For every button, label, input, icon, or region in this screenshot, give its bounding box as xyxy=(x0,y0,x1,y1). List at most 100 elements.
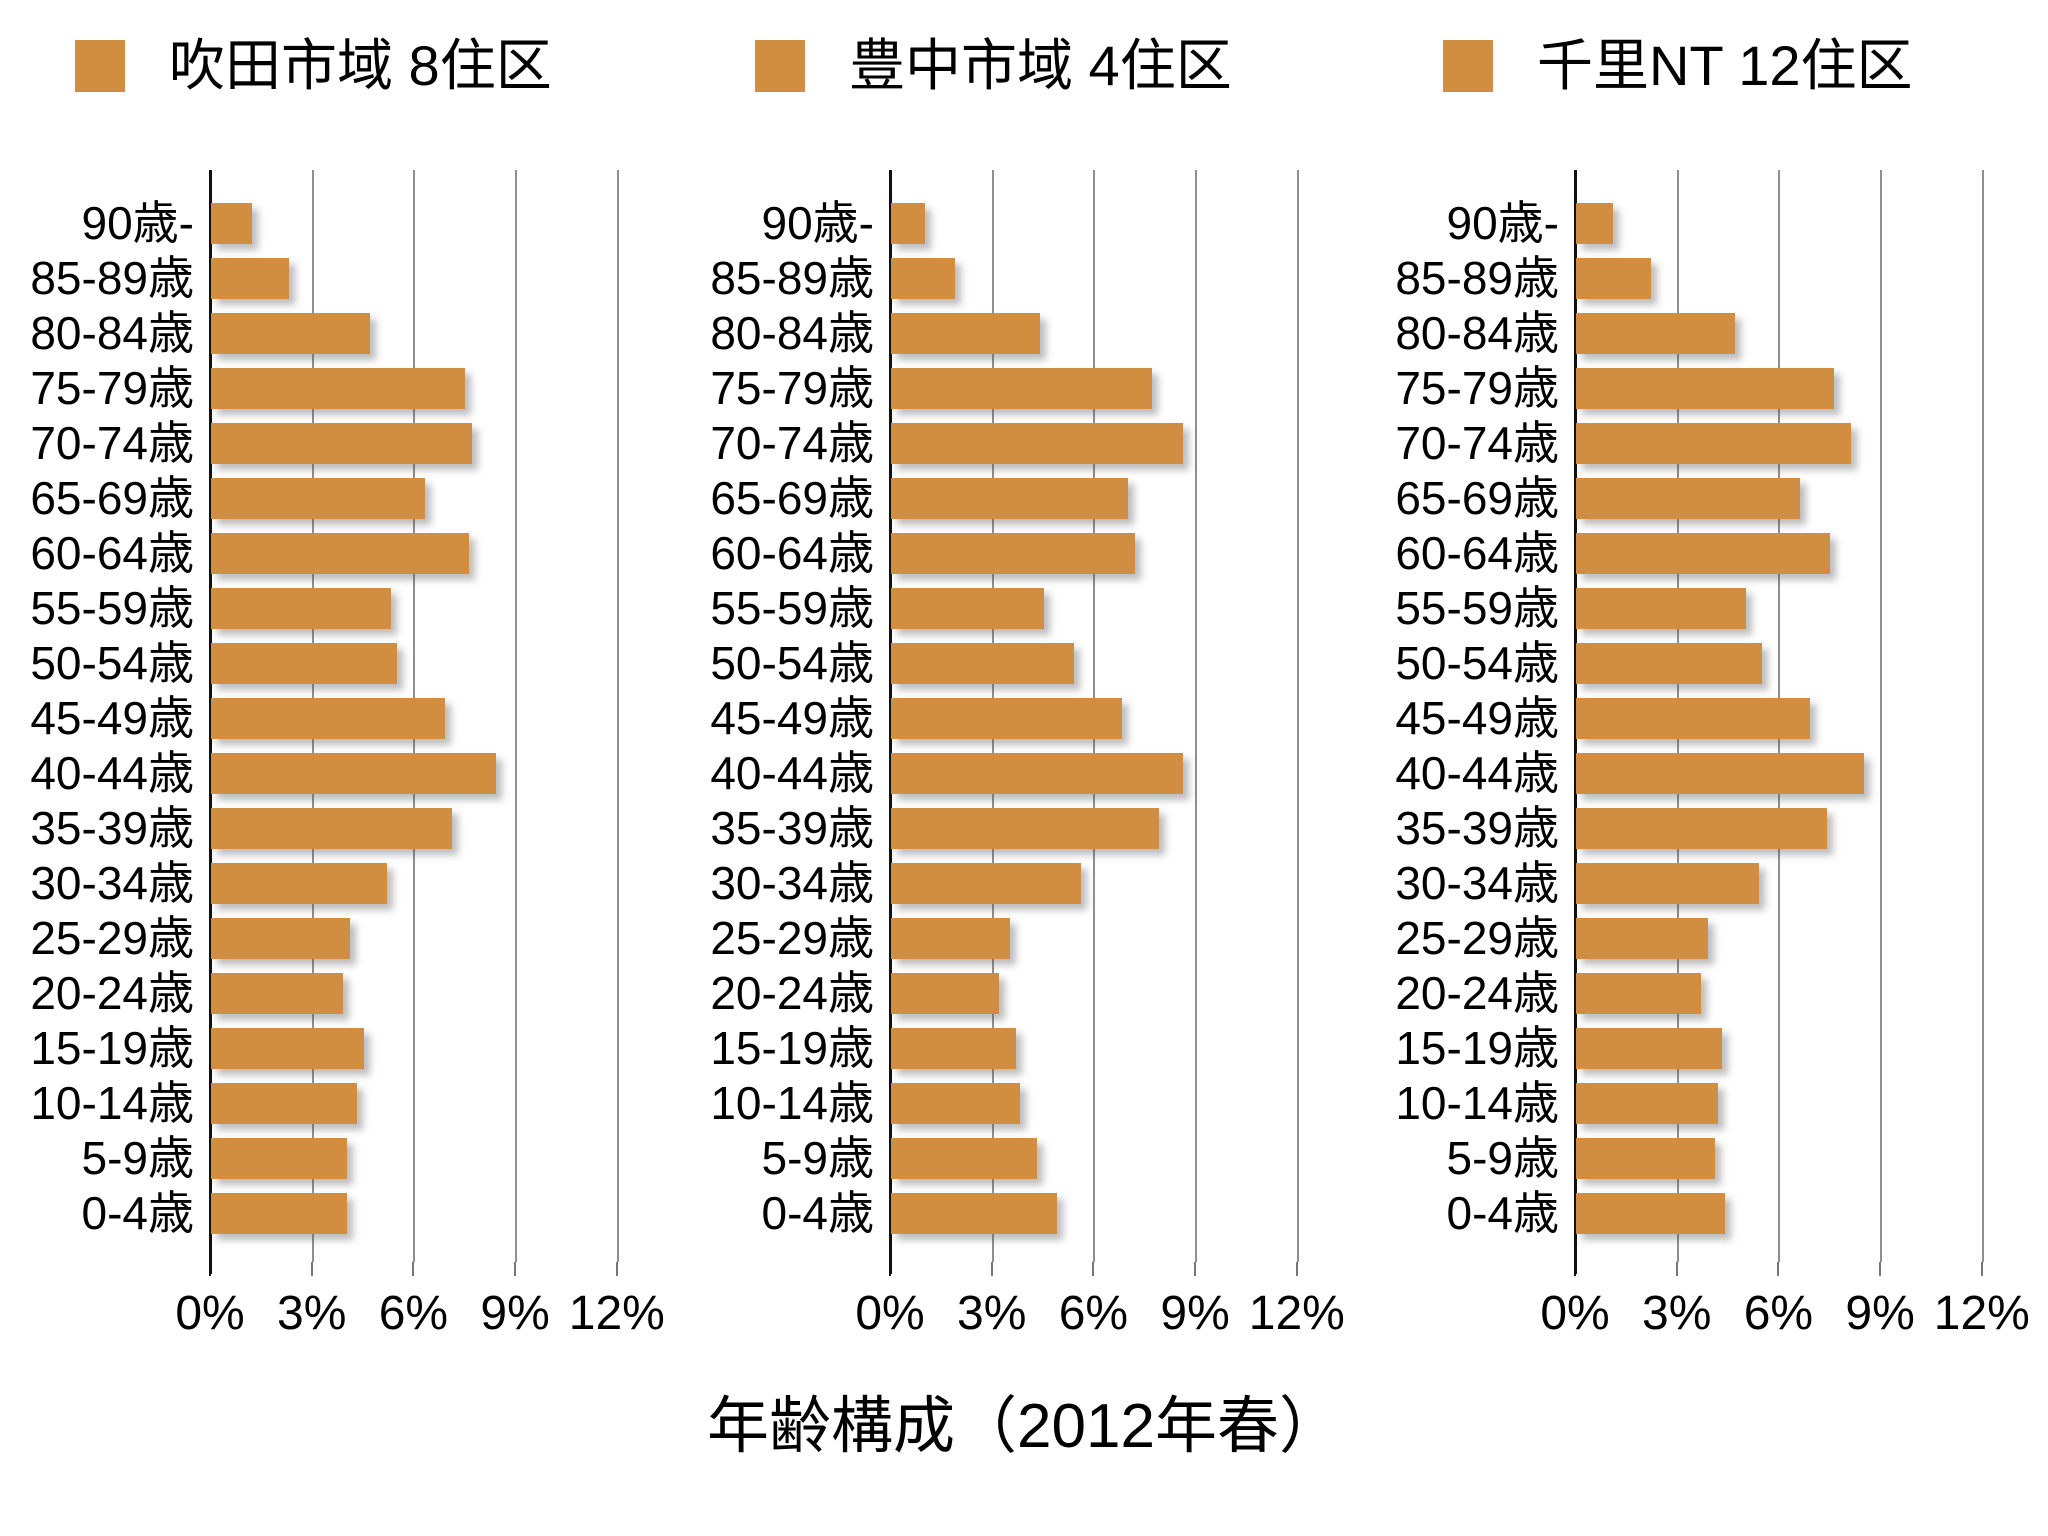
bar-吹田市域 8住区-65-69歳 xyxy=(211,478,425,519)
bar-track xyxy=(891,1028,1335,1069)
bar-千里NT 12住区-55-59歳 xyxy=(1576,588,1746,629)
chart-row: 25-29歳 xyxy=(1395,911,2020,966)
legend-item-label: 千里NT 12住区 xyxy=(1537,34,1913,97)
bar-豊中市域 4住区-25-29歳 xyxy=(891,918,1010,959)
bar-千里NT 12住区-90歳- xyxy=(1576,203,1614,244)
chart-row: 45-49歳 xyxy=(1395,691,2020,746)
bar-千里NT 12住区-50-54歳 xyxy=(1576,643,1763,684)
bar-千里NT 12住区-0-4歳 xyxy=(1576,1193,1726,1234)
chart-row: 70-74歳 xyxy=(30,416,655,471)
bar-track xyxy=(211,203,655,244)
y-axis-label: 25-29歳 xyxy=(710,912,874,964)
y-axis-label: 25-29歳 xyxy=(1395,912,1559,964)
x-tick-6pct xyxy=(412,1262,415,1276)
chart-row: 20-24歳 xyxy=(710,966,1335,1021)
x-tick-0pct xyxy=(889,1262,891,1276)
chart-row: 70-74歳 xyxy=(710,416,1335,471)
bar-吹田市域 8住区-80-84歳 xyxy=(211,313,371,354)
chart-row: 75-79歳 xyxy=(710,361,1335,416)
x-axis-label: 6% xyxy=(1743,1287,1814,1340)
y-axis-label: 55-59歳 xyxy=(1395,582,1559,634)
chart-row: 35-39歳 xyxy=(710,801,1335,856)
x-tick-12pct xyxy=(1980,1262,1983,1276)
y-axis-label: 70-74歳 xyxy=(710,417,874,469)
x-axis-label: 9% xyxy=(480,1287,550,1340)
bar-track xyxy=(891,258,1335,299)
bar-吹田市域 8住区-40-44歳 xyxy=(211,753,496,794)
bar-豊中市域 4住区-90歳- xyxy=(891,203,925,244)
bar-track xyxy=(211,973,655,1014)
bar-track xyxy=(891,313,1335,354)
bar-track xyxy=(1576,1193,2020,1234)
chart-row: 15-19歳 xyxy=(710,1021,1335,1076)
y-axis-label: 45-49歳 xyxy=(30,692,194,744)
legend-item-1: 豊中市域 4住区 xyxy=(755,38,1232,94)
chart-row: 55-59歳 xyxy=(1395,581,2020,636)
bar-track xyxy=(211,1193,655,1234)
bar-豊中市域 4住区-35-39歳 xyxy=(891,808,1159,849)
y-axis-label: 55-59歳 xyxy=(30,582,194,634)
chart-row: 5-9歳 xyxy=(82,1131,655,1186)
chart-title: 年齢構成（2012年春） xyxy=(707,1392,1341,1461)
y-axis-label: 90歳- xyxy=(1446,197,1559,249)
x-axis-label: 6% xyxy=(378,1287,449,1340)
y-axis-label: 75-79歳 xyxy=(710,362,874,414)
chart-row: 90歳- xyxy=(82,196,655,251)
chart-row: 80-84歳 xyxy=(1395,306,2020,361)
chart-row: 15-19歳 xyxy=(1395,1021,2020,1076)
chart-row: 65-69歳 xyxy=(1395,471,2020,526)
y-axis-label: 5-9歳 xyxy=(1446,1132,1559,1184)
chart-row: 50-54歳 xyxy=(30,636,655,691)
y-axis-label: 10-14歳 xyxy=(1395,1077,1559,1129)
bar-track xyxy=(211,368,655,409)
bar-吹田市域 8住区-55-59歳 xyxy=(211,588,391,629)
x-tick-3pct xyxy=(1675,1262,1678,1276)
bar-吹田市域 8住区-90歳- xyxy=(211,203,252,244)
chart-row: 85-89歳 xyxy=(710,251,1335,306)
chart-row: 10-14歳 xyxy=(1395,1076,2020,1131)
chart-row: 55-59歳 xyxy=(30,581,655,636)
x-tick-9pct xyxy=(1879,1262,1882,1276)
bar-track xyxy=(211,588,655,629)
rows: 90歳- 85-89歳 80-84歳 75-79歳 70-74歳 65-69歳 60-64歳… xyxy=(1395,170,2020,1262)
bar-吹田市域 8住区-30-34歳 xyxy=(211,863,388,904)
bar-豊中市域 4住区-10-14歳 xyxy=(891,1083,1020,1124)
chart-row: 40-44歳 xyxy=(30,746,655,801)
bar-track xyxy=(891,203,1335,244)
x-axis-label: 3% xyxy=(957,1287,1027,1340)
x-tick-0pct xyxy=(1574,1262,1576,1276)
chart-row: 10-14歳 xyxy=(710,1076,1335,1131)
bar-track xyxy=(1576,368,2020,409)
y-axis-label: 55-59歳 xyxy=(710,582,874,634)
chart-row: 90歳- xyxy=(762,196,1335,251)
chart-row: 0-4歳 xyxy=(82,1186,655,1241)
bar-track xyxy=(891,1138,1335,1179)
bar-吹田市域 8住区-50-54歳 xyxy=(211,643,398,684)
chart-row: 90歳- xyxy=(1447,196,2020,251)
chart-row: 0-4歳 xyxy=(1447,1186,2020,1241)
chart-row: 0-4歳 xyxy=(762,1186,1335,1241)
bar-豊中市域 4住区-5-9歳 xyxy=(891,1138,1037,1179)
chart-row: 50-54歳 xyxy=(710,636,1335,691)
bar-track xyxy=(1576,1028,2020,1069)
chart-row: 20-24歳 xyxy=(30,966,655,1021)
chart-row: 30-34歳 xyxy=(30,856,655,911)
bar-track xyxy=(211,533,655,574)
bar-track xyxy=(1576,1083,2020,1124)
y-axis-label: 50-54歳 xyxy=(30,637,194,689)
bar-豊中市域 4住区-45-49歳 xyxy=(891,698,1122,739)
chart-row: 85-89歳 xyxy=(30,251,655,306)
bar-track xyxy=(1576,863,2020,904)
y-axis-label: 35-39歳 xyxy=(710,802,874,854)
y-axis-label: 65-69歳 xyxy=(710,472,874,524)
bar-track xyxy=(1576,533,2020,574)
bar-track xyxy=(891,698,1335,739)
bar-track xyxy=(891,918,1335,959)
y-axis-label: 80-84歳 xyxy=(1395,307,1559,359)
bar-track xyxy=(891,863,1335,904)
plot-area-2: 90歳- 85-89歳 80-84歳 75-79歳 70-74歳 65-69歳 60-64歳… xyxy=(1395,170,2030,1340)
bar-track xyxy=(211,423,655,464)
bar-千里NT 12住区-60-64歳 xyxy=(1576,533,1831,574)
chart-row: 60-64歳 xyxy=(1395,526,2020,581)
bar-track xyxy=(211,258,655,299)
